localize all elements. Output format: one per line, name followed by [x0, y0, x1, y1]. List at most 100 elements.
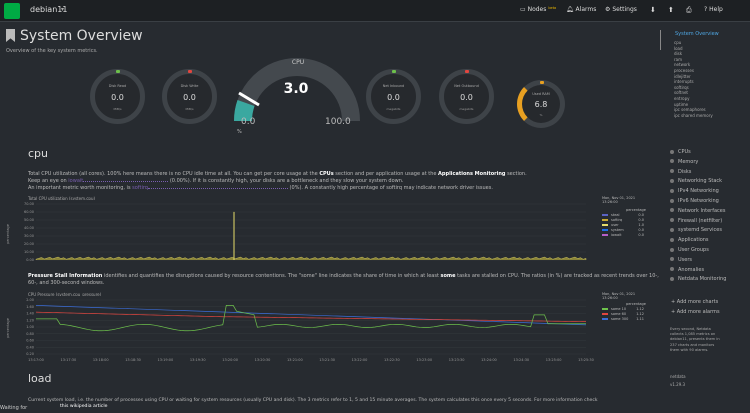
legend-entry[interactable]: system 0.0 [602, 228, 648, 232]
legend-entry[interactable]: some 10 1.12 [602, 307, 648, 311]
sidebar-subitem-processes[interactable]: processes [674, 68, 694, 73]
sidebar-subitem-ipc-semaphores[interactable]: ipc semaphores [674, 107, 706, 113]
upload-icon[interactable]: ⬆ [668, 6, 674, 14]
applications-monitoring-link[interactable]: Applications Monitoring [438, 171, 506, 177]
cpu-gauge[interactable]: CPU 3.0 0.0 100.0 % [233, 55, 363, 135]
legend-series-value: 0.0 [638, 228, 644, 232]
load-description: Current system load, i.e. the number of … [28, 398, 598, 403]
sidebar-item-applications[interactable]: Applications [678, 237, 709, 244]
sidebar-item-users[interactable]: Users [678, 256, 693, 263]
help-button[interactable]: ? Help [704, 6, 723, 13]
y-tick-label: 1.60 [26, 305, 34, 309]
legend-series-value: 1.12 [636, 312, 644, 316]
add-alarms-link[interactable]: + Add more alarms [671, 309, 720, 315]
y-tick-label: 2.00 [26, 298, 34, 302]
sidebar-item-system-overview[interactable]: System Overview [675, 31, 719, 37]
some-300-line [35, 305, 587, 326]
x-tick-label: 13:17:30 [60, 358, 76, 362]
sidebar-item-ipv6-networking[interactable]: IPv6 Networking [678, 198, 719, 204]
cpus-link[interactable]: CPUs [319, 171, 334, 177]
gauge-unit: MiB/s [113, 107, 122, 111]
text: ). A constantly high percentage of softi… [299, 185, 493, 191]
section-icon [670, 227, 674, 232]
sidebar-item-user-groups[interactable]: User Groups [678, 247, 709, 253]
sidebar-item-ipv4-networking[interactable]: IPv4 Networking [678, 188, 719, 195]
gauge-value: 0.0 [387, 93, 400, 102]
sidebar-subitem-network[interactable]: network [674, 62, 691, 68]
sidebar-subitem-interrupts[interactable]: interrupts [674, 79, 694, 85]
sidebar-item-networking-stack[interactable]: Networking Stack [678, 178, 723, 185]
legend-date: Mon, Nov 01, 2021 [602, 196, 636, 200]
text: identifies and quantifies the disruption… [102, 273, 441, 279]
legend-swatch [602, 318, 608, 320]
y-tick-label: 30.00 [24, 234, 34, 238]
section-icon [670, 208, 674, 213]
alarms-button[interactable]: 🔔︎ Alarms [566, 6, 596, 13]
section-heading-load: load [28, 372, 52, 385]
legend-series-name: user [611, 223, 619, 227]
y-tick-label: 0.40 [26, 345, 34, 349]
pressure-chart-legend: Mon, Nov 01, 2021 13:26:00 percentage some … [596, 292, 648, 330]
sidebar-subitem-idlejitter[interactable]: idlejitter [674, 73, 691, 79]
sidebar-item-netdata-monitoring[interactable]: Netdata Monitoring [678, 276, 727, 283]
netdata-logo-icon[interactable] [4, 3, 20, 19]
gauge-disk-read[interactable]: Disk Read 0.0 MiB/s [90, 69, 145, 124]
print-icon[interactable]: ⎙ [686, 6, 692, 14]
download-icon[interactable]: ⬇ [650, 6, 656, 14]
gauge-net-inbound[interactable]: Net Inbound 0.0 megabits [366, 69, 421, 124]
sidebar-item-cpus[interactable]: CPUs [678, 149, 691, 155]
psi-link[interactable]: Pressure Stall Information [28, 273, 103, 279]
gauge-net-outbound[interactable]: Net Outbound 0.0 megabits [439, 69, 494, 124]
legend-entry[interactable]: user 1.0 [602, 223, 648, 227]
x-tick-label: 13:18:30 [125, 358, 141, 362]
section-icon [670, 178, 674, 183]
add-charts-link[interactable]: + Add more charts [671, 299, 719, 305]
text: ( [168, 178, 172, 184]
section-icon [670, 247, 674, 252]
legend-time: 13:26:00 [602, 296, 618, 300]
legend-series-value: 0.0 [638, 233, 644, 237]
sidebar-subitem-entropy[interactable]: entropy [674, 96, 690, 101]
nodes-button[interactable]: ▭ Nodes beta [520, 6, 556, 13]
gauge-used-ram[interactable]: Used RAM 6.8 % [517, 80, 565, 128]
y-tick-label: 50.00 [24, 218, 34, 222]
status-bar: Waiting for [0, 405, 28, 411]
hostname-menu[interactable]: debian11 [30, 5, 68, 14]
legend-entry[interactable]: some 60 1.12 [602, 312, 648, 316]
scrollbar[interactable] [660, 30, 661, 50]
legend-entry[interactable]: some 300 1.11 [602, 317, 648, 321]
sidebar-subitem-uptime[interactable]: uptime [674, 101, 689, 107]
legend-swatch [602, 214, 608, 216]
gauge-disk-write[interactable]: Disk Write 0.0 MiB/s [162, 69, 217, 124]
sidebar-subitem-load[interactable]: load [674, 45, 683, 51]
sidebar-subitem-cpu[interactable]: cpu [674, 40, 682, 45]
legend-entry[interactable]: softirq 0.0 [602, 218, 648, 222]
cpu-utilization-chart[interactable]: 70.00 60.00 50.00 40.00 30.00 20.00 10.00 0.00 [14, 200, 606, 268]
sidebar-subitem-disk[interactable]: disk [674, 51, 683, 57]
chevron-down-icon[interactable]: ▾ [61, 6, 65, 13]
legend-entry[interactable]: steal 0.0 [602, 213, 648, 217]
some-60-line [35, 311, 587, 323]
sidebar-subitem-softnet[interactable]: softnet [674, 90, 689, 96]
sidebar-item-systemd-services[interactable]: systemd Services [678, 227, 722, 234]
legend-entry[interactable]: iowait 0.0 [602, 233, 648, 237]
sidebar-item-network-interfaces[interactable]: Network Interfaces [678, 207, 726, 214]
sidebar-subitem-ipc-shared-memory[interactable]: ipc shared memory [674, 112, 713, 118]
legend-series-name: iowait [611, 233, 622, 237]
sidebar-item-anomalies[interactable]: Anomalies [678, 266, 705, 273]
legend-series-value: 0.0 [638, 213, 644, 217]
sidebar-subitem-softirqs[interactable]: softirqs [674, 84, 689, 90]
sidebar-item-disks[interactable]: Disks [678, 168, 692, 175]
sidebar-item-firewall-netfilter-[interactable]: Firewall (netfilter) [678, 217, 723, 224]
sidebar-item-memory[interactable]: Memory [678, 158, 699, 165]
x-tick-label: 13:23:00 [416, 358, 432, 362]
sidebar-subitem-ram[interactable]: ram [674, 56, 682, 62]
pressure-chart-ylabel: percentage [6, 318, 10, 338]
section-icon [670, 218, 674, 223]
wikipedia-link[interactable]: this wikipedia article [60, 404, 108, 409]
settings-button[interactable]: ⚙ Settings [605, 6, 637, 13]
bookmark-icon [6, 29, 15, 42]
cpu-pressure-chart[interactable]: 2.00 1.60 1.40 1.20 1.00 0.80 0.60 0.40 0.20 13:1… [14, 296, 606, 364]
y-tick-label: 0.20 [26, 352, 34, 356]
